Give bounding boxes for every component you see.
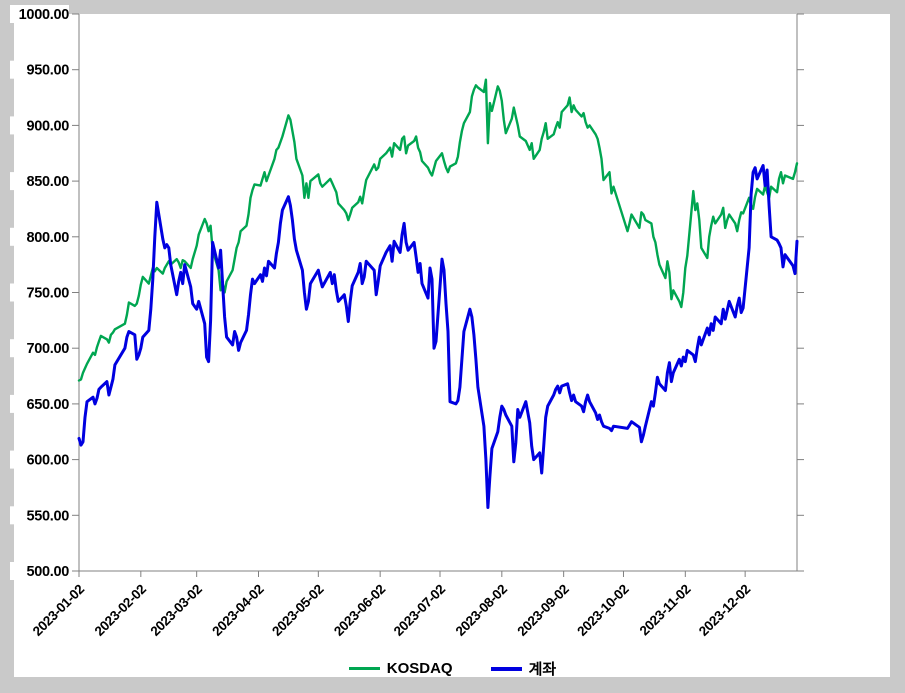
y-axis-tick-label: 650.00 (26, 397, 69, 413)
legend-item-account: 계좌 (490, 658, 557, 679)
x-axis-tick-label: 2023-05-02 (269, 582, 326, 639)
y-axis-tick-label: 950.00 (26, 63, 69, 79)
series-line-account (77, 164, 799, 509)
y-label-backing (10, 562, 69, 580)
chart-panel (14, 14, 890, 677)
x-axis-tick-label: 2023-01-02 (30, 582, 87, 639)
legend-label-kosdaq: KOSDAQ (386, 660, 453, 677)
x-axis-tick-label: 2023-08-02 (453, 582, 510, 639)
legend-line-account-icon (490, 666, 522, 671)
y-label-backing (10, 283, 69, 302)
y-label-backing (10, 227, 69, 246)
y-label-backing (10, 394, 69, 413)
x-axis-tick-label: 2023-06-02 (331, 582, 388, 639)
x-axis-tick-label: 2023-03-02 (147, 582, 204, 639)
legend-item-kosdaq: KOSDAQ (348, 660, 453, 677)
x-axis-tick-label: 2023-11-02 (637, 582, 694, 639)
y-label-backing (10, 506, 69, 525)
x-axis-tick-label: 2023-07-02 (391, 582, 448, 639)
x-axis-tick-label: 2023-02-02 (92, 582, 149, 639)
y-axis-tick-label: 1000.00 (19, 7, 70, 23)
y-axis-tick-label: 550.00 (26, 508, 69, 524)
y-axis-tick-label: 900.00 (26, 118, 69, 134)
x-axis-tick-label: 2023-12-02 (696, 582, 753, 639)
legend-label-account: 계좌 (528, 661, 557, 678)
y-axis-tick-label: 800.00 (26, 230, 69, 246)
y-label-backing (10, 116, 69, 135)
y-label-backing (10, 172, 69, 191)
y-axis-tick-label: 700.00 (26, 341, 69, 357)
y-label-backing (10, 5, 69, 23)
x-axis-tick-label: 2023-09-02 (514, 582, 571, 639)
legend-line-kosdaq-icon (348, 667, 380, 670)
x-axis-tick-label: 2023-04-02 (209, 582, 266, 639)
y-axis-tick-label: 750.00 (26, 286, 69, 302)
chart-legend: KOSDAQ 계좌 (0, 658, 905, 679)
x-axis-tick-label: 2023-10-02 (574, 582, 631, 639)
y-axis-tick-label: 500.00 (26, 564, 69, 580)
y-label-backing (10, 60, 69, 79)
y-label-backing (10, 339, 69, 358)
y-axis-tick-label: 850.00 (26, 174, 69, 190)
series-line-kosdaq (77, 78, 799, 382)
y-axis-tick-label: 600.00 (26, 453, 69, 469)
y-label-backing (10, 450, 69, 469)
